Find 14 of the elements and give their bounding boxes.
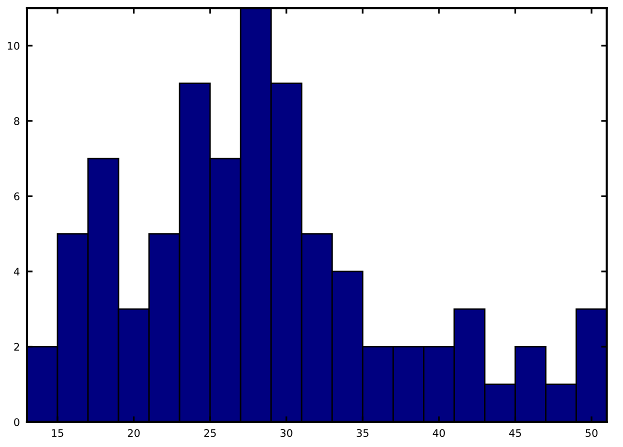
- y-tick-label: 6: [14, 192, 20, 200]
- y-tick-label: 4: [14, 268, 20, 276]
- x-tick-label: 45: [509, 429, 521, 437]
- y-tick-label: 8: [14, 117, 20, 126]
- x-tick-label: 20: [128, 429, 140, 437]
- x-tick-label: 50: [586, 429, 598, 437]
- x-tick-label: 30: [280, 429, 292, 437]
- y-tick-label: 2: [14, 342, 19, 351]
- y-tick-label: 0: [14, 418, 20, 426]
- x-tick-label: 35: [356, 429, 368, 437]
- y-tick-label: 10: [8, 42, 20, 50]
- x-tick-label: 15: [52, 429, 64, 437]
- x-tick-label: 25: [204, 429, 216, 437]
- x-tick-label: 40: [432, 429, 445, 437]
